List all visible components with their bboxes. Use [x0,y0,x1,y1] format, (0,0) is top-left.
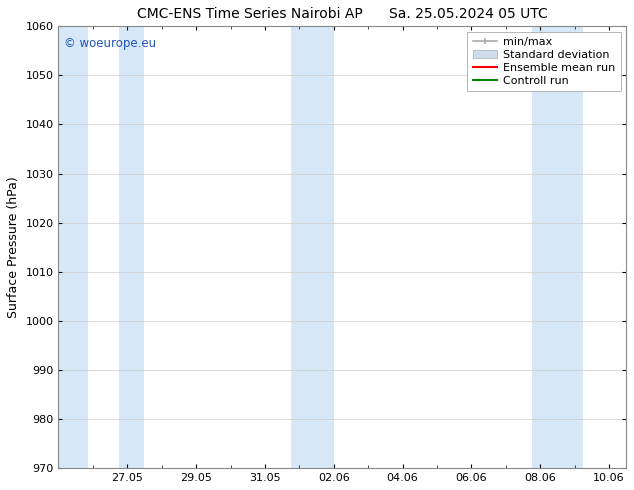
Bar [119,26,145,468]
Bar [531,26,583,468]
Bar [58,26,87,468]
Legend: min/max, Standard deviation, Ensemble mean run, Controll run: min/max, Standard deviation, Ensemble me… [467,32,621,91]
Title: CMC-ENS Time Series Nairobi AP      Sa. 25.05.2024 05 UTC: CMC-ENS Time Series Nairobi AP Sa. 25.05… [137,7,548,21]
Text: © woeurope.eu: © woeurope.eu [64,37,157,50]
Bar [291,26,333,468]
Y-axis label: Surface Pressure (hPa): Surface Pressure (hPa) [7,176,20,318]
